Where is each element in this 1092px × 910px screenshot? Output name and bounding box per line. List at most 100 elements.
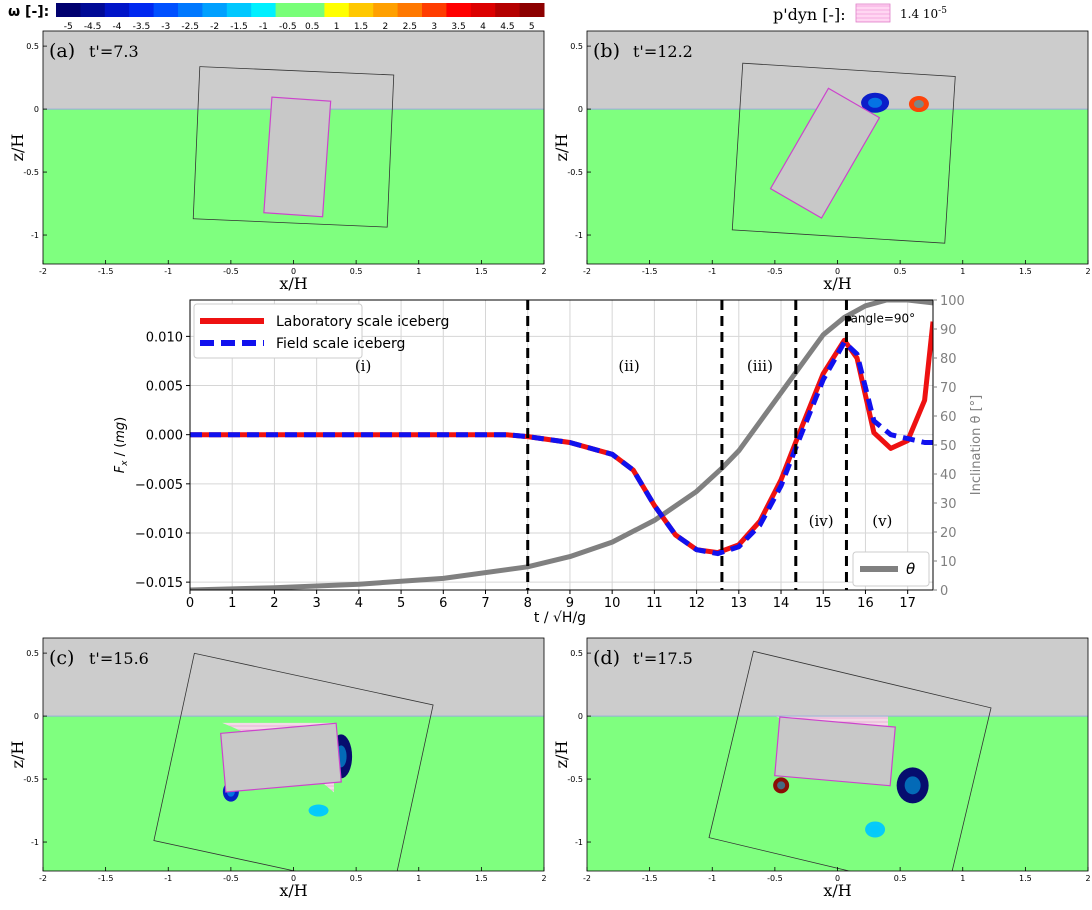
- panel-xtick-label: -0.5: [767, 874, 783, 883]
- colorbar-swatch: [153, 3, 179, 17]
- panel-xlabel: x/H: [279, 274, 307, 293]
- panel-xtick-label: 0.5: [350, 267, 363, 276]
- colorbar-tick: 3: [431, 22, 437, 32]
- colorbar-swatch: [422, 3, 447, 17]
- panel-xtick-label: -0.5: [767, 267, 783, 276]
- colorbar-tick: -2.5: [181, 22, 199, 32]
- panel-ylabel: z/H: [552, 741, 571, 769]
- ytick-label: 0.010: [146, 330, 183, 345]
- xtick-label: 4: [355, 596, 363, 611]
- colorbar-swatch: [348, 3, 374, 17]
- panel-tag: (b): [593, 40, 620, 62]
- vortex-core: [913, 100, 924, 109]
- vorticity-colorbar: ω [-]: -5 -4.5 -4 -3.5 -3 -2.5 -2 -1.5 -1 -0.5 0.5…: [8, 3, 545, 32]
- panel-ytick-label: 0: [34, 105, 39, 114]
- panel-xtick-label: 2: [541, 874, 546, 883]
- xtick-label: 5: [397, 596, 405, 611]
- colorbar-tick: -3.5: [133, 22, 151, 32]
- y2tick-label: 50: [940, 439, 957, 454]
- colorbar-tick: -1.5: [230, 22, 248, 32]
- panel-ytick-label: 0.5: [570, 42, 583, 51]
- panel-xtick-label: 1.5: [475, 874, 488, 883]
- panel-tag: (a): [49, 40, 75, 62]
- panel-xtick-label: 0.5: [350, 874, 363, 883]
- y2tick-label: 70: [940, 381, 957, 396]
- pdyn-exponent: -5: [938, 6, 947, 16]
- panel-xtick-label: 1: [416, 267, 421, 276]
- colorbar-tick: -2: [210, 22, 219, 32]
- panel-xtick-label: 0: [291, 874, 296, 883]
- xtick-label: 3: [313, 596, 321, 611]
- ytick-label: 0.005: [146, 380, 183, 395]
- legend-label-lab: Laboratory scale iceberg: [276, 314, 449, 330]
- panel-ytick-label: 0: [578, 105, 583, 114]
- y2tick-label: 60: [940, 410, 957, 425]
- panel-ylabel: z/H: [8, 134, 27, 162]
- theta-legend-label: θ: [906, 560, 915, 578]
- y2tick-label: 30: [940, 497, 957, 512]
- vortex-core: [904, 776, 921, 795]
- panel-ytick-label: -1: [575, 231, 583, 240]
- colorbar-tick: 0.5: [305, 22, 319, 32]
- colorbar-swatch: [519, 3, 545, 17]
- panel-time: t'=12.2: [633, 42, 693, 61]
- panel-xtick-label: 1: [960, 267, 965, 276]
- panel-xtick-label: -1: [708, 874, 716, 883]
- panel-ytick-label: 0: [578, 712, 583, 721]
- region-label: (iv): [809, 512, 834, 530]
- panel-xtick-label: -0.5: [223, 267, 239, 276]
- panel-ytick-label: -1: [31, 838, 39, 847]
- vortex-core: [777, 781, 786, 790]
- xtick-label: 17: [899, 596, 916, 611]
- panel-xtick-label: -2: [39, 267, 47, 276]
- panel-xtick-label: 0: [835, 874, 840, 883]
- panel-xtick-label: 0.5: [894, 874, 907, 883]
- main-legend: Laboratory scale iceberg Field scale ice…: [193, 303, 449, 359]
- colorbar-swatch: [275, 3, 301, 17]
- colorbar-swatch: [178, 3, 203, 17]
- colorbar-tick: 4.5: [500, 22, 514, 32]
- colorbar-swatch: [56, 3, 81, 17]
- xtick-label: 15: [815, 596, 832, 611]
- panel-ytick-label: -1: [575, 838, 583, 847]
- xtick-label: 13: [731, 596, 748, 611]
- main-y2label: Inclination θ [°]: [969, 395, 984, 495]
- colorbar-swatch: [324, 3, 350, 17]
- panel-xtick-label: 0: [835, 267, 840, 276]
- xtick-label: 1: [228, 596, 236, 611]
- pdyn-legend: p'dyn [-]: 1.4 10-5: [773, 3, 947, 24]
- xtick-label: 11: [646, 596, 663, 611]
- panel-xtick-label: -2: [39, 874, 47, 883]
- colorbar-swatch: [226, 3, 252, 17]
- panel-time: t'=7.3: [89, 42, 139, 61]
- colorbar-swatch: [446, 3, 472, 17]
- panel-ytick-label: -0.5: [567, 168, 583, 177]
- panel-xtick-label: 2: [1085, 267, 1090, 276]
- colorbar-swatch: [129, 3, 155, 17]
- panel-xtick-label: 1.5: [475, 267, 488, 276]
- y2tick-label: 20: [940, 526, 957, 541]
- colorbar-swatch: [470, 3, 496, 17]
- panel-label-bg: [589, 642, 717, 672]
- panel-xtick-label: -0.5: [223, 874, 239, 883]
- mesh-domain-outline: [708, 650, 992, 871]
- legend-box: [193, 303, 363, 359]
- panel-xtick-label: 0.5: [894, 267, 907, 276]
- panel-label-bg: [589, 35, 717, 65]
- panel-xtick-label: -1.5: [642, 874, 658, 883]
- panel-xtick-label: 0: [291, 267, 296, 276]
- ytick-label: −0.015: [135, 576, 183, 591]
- colorbar-tick: 2.5: [403, 22, 417, 32]
- main-xlabel: t / √H/g: [534, 610, 586, 626]
- colorbar-label: ω [-]:: [8, 4, 49, 20]
- panel-tag: (c): [49, 647, 74, 669]
- mesh-domain-outline: [731, 62, 956, 244]
- colorbar-swatch: [300, 3, 325, 17]
- colorbar-tick: -3: [161, 22, 170, 32]
- panel-a: [43, 31, 544, 264]
- panel-xtick-label: -1: [164, 874, 172, 883]
- xtick-label: 16: [857, 596, 874, 611]
- xtick-label: 7: [481, 596, 489, 611]
- colorbar-tick: -1: [259, 22, 268, 32]
